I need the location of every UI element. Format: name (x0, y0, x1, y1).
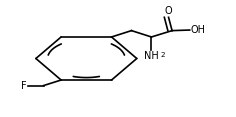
Text: F: F (21, 81, 26, 91)
Text: NH: NH (143, 51, 158, 61)
Text: 2: 2 (160, 52, 165, 58)
Text: O: O (165, 6, 172, 16)
Text: OH: OH (190, 25, 205, 35)
